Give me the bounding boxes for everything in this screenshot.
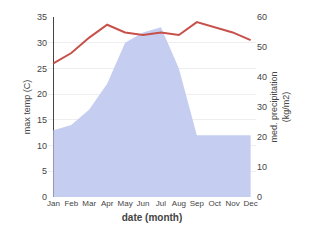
svg-text:25: 25 bbox=[37, 64, 47, 74]
svg-text:max temp (C): max temp (C) bbox=[22, 80, 32, 135]
svg-text:0: 0 bbox=[42, 192, 47, 202]
svg-text:Jan: Jan bbox=[47, 199, 60, 208]
svg-text:10: 10 bbox=[37, 141, 47, 151]
svg-text:Mar: Mar bbox=[82, 199, 96, 208]
svg-text:Jul: Jul bbox=[156, 199, 166, 208]
svg-text:20: 20 bbox=[257, 132, 267, 142]
svg-text:Apr: Apr bbox=[101, 199, 114, 208]
svg-text:date (month): date (month) bbox=[122, 212, 183, 223]
svg-text:med. precipitation(kg/m2): med. precipitation(kg/m2) bbox=[269, 71, 291, 142]
svg-text:Jun: Jun bbox=[137, 199, 150, 208]
svg-text:Sep: Sep bbox=[190, 199, 205, 208]
svg-text:Dec: Dec bbox=[244, 199, 258, 208]
svg-text:Nov: Nov bbox=[226, 199, 240, 208]
svg-text:Oct: Oct bbox=[209, 199, 222, 208]
svg-text:5: 5 bbox=[42, 166, 47, 176]
svg-text:Feb: Feb bbox=[64, 199, 78, 208]
svg-text:10: 10 bbox=[257, 162, 267, 172]
svg-text:15: 15 bbox=[37, 115, 47, 125]
svg-text:May: May bbox=[118, 199, 133, 208]
svg-text:50: 50 bbox=[257, 42, 267, 52]
svg-text:60: 60 bbox=[257, 12, 267, 22]
svg-text:0: 0 bbox=[257, 192, 262, 202]
svg-text:Aug: Aug bbox=[172, 199, 186, 208]
svg-text:30: 30 bbox=[257, 102, 267, 112]
svg-text:35: 35 bbox=[37, 12, 47, 22]
svg-text:20: 20 bbox=[37, 89, 47, 99]
svg-text:40: 40 bbox=[257, 72, 267, 82]
svg-text:30: 30 bbox=[37, 38, 47, 48]
